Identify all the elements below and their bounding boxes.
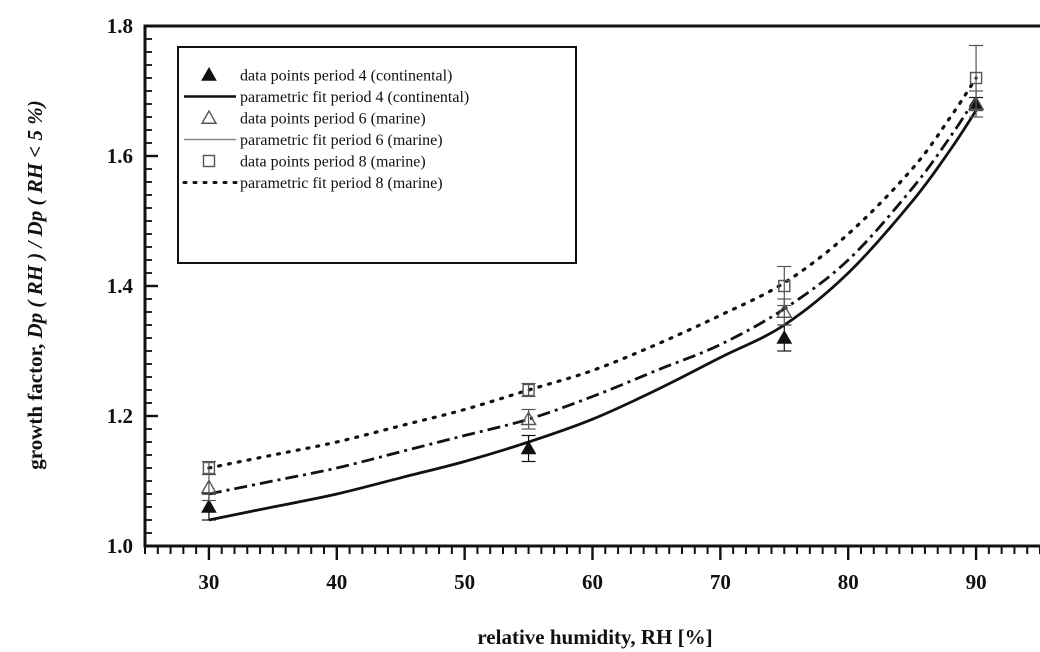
- data-point-series-0: [776, 329, 793, 344]
- legend-marker: [202, 154, 216, 168]
- data-point-series-2: [520, 410, 537, 426]
- x-tick-label: 60: [582, 570, 603, 594]
- y-axis-title-prefix: growth factor,: [23, 339, 47, 470]
- y-tick-label: 1.2: [107, 404, 133, 428]
- axis-labels: relative humidity, RH [%] growth factor,…: [23, 100, 713, 649]
- y-tick-label: 1.8: [107, 14, 133, 38]
- x-tick-label: 80: [838, 570, 859, 594]
- legend-marker: [200, 109, 218, 124]
- legend-marker: [201, 66, 217, 81]
- data-point-series-2: [776, 303, 793, 318]
- legend: data points period 4 (continental) parame…: [177, 46, 577, 264]
- plot-frame: [143, 24, 1040, 548]
- y-tick-label: 1.4: [107, 274, 134, 298]
- data-point-series-0: [520, 440, 537, 455]
- fit-curves: [207, 76, 978, 522]
- x-tick-label: 50: [454, 570, 475, 594]
- fit-line-series-3: [208, 96, 978, 496]
- data-point-series-2: [200, 479, 218, 494]
- legend-label: parametric fit period 4 (continental): [240, 89, 469, 106]
- data-point-series-4: [522, 383, 535, 397]
- x-tick-label: 90: [966, 570, 987, 594]
- x-tick-label: 70: [710, 570, 731, 594]
- y-axis-title-ratio: Dp ( RH ) / Dp ( RH < 5 %): [23, 100, 47, 339]
- data-point-series-4: [778, 279, 791, 293]
- axis-ticks: 30 40 50 60 70 80 90 1.0 1.2 1.4 1.6 1.8: [107, 14, 1040, 594]
- legend-label: data points period 4 (continental): [240, 68, 452, 85]
- y-axis-title: growth factor, Dp ( RH ) / Dp ( RH < 5 %…: [23, 100, 47, 470]
- legend-label: parametric fit period 6 (marine): [240, 132, 443, 149]
- x-tick-label: 30: [198, 570, 219, 594]
- fit-line-series-1: [208, 109, 978, 522]
- legend-label: data points period 8 (marine): [240, 154, 426, 171]
- fit-line-series-5: [207, 76, 978, 470]
- legend-label: data points period 6 (marine): [240, 111, 426, 128]
- x-axis-title: relative humidity, RH [%]: [477, 625, 712, 649]
- data-point-series-4: [202, 461, 216, 475]
- data-point-series-4: [969, 71, 983, 85]
- data-point-series-0: [201, 498, 217, 513]
- y-tick-label: 1.0: [107, 534, 133, 558]
- legend-box: [177, 46, 577, 264]
- data-points: [200, 44, 985, 521]
- legend-label: parametric fit period 8 (marine): [240, 175, 443, 192]
- x-tick-label: 40: [326, 570, 347, 594]
- y-tick-label: 1.6: [107, 144, 133, 168]
